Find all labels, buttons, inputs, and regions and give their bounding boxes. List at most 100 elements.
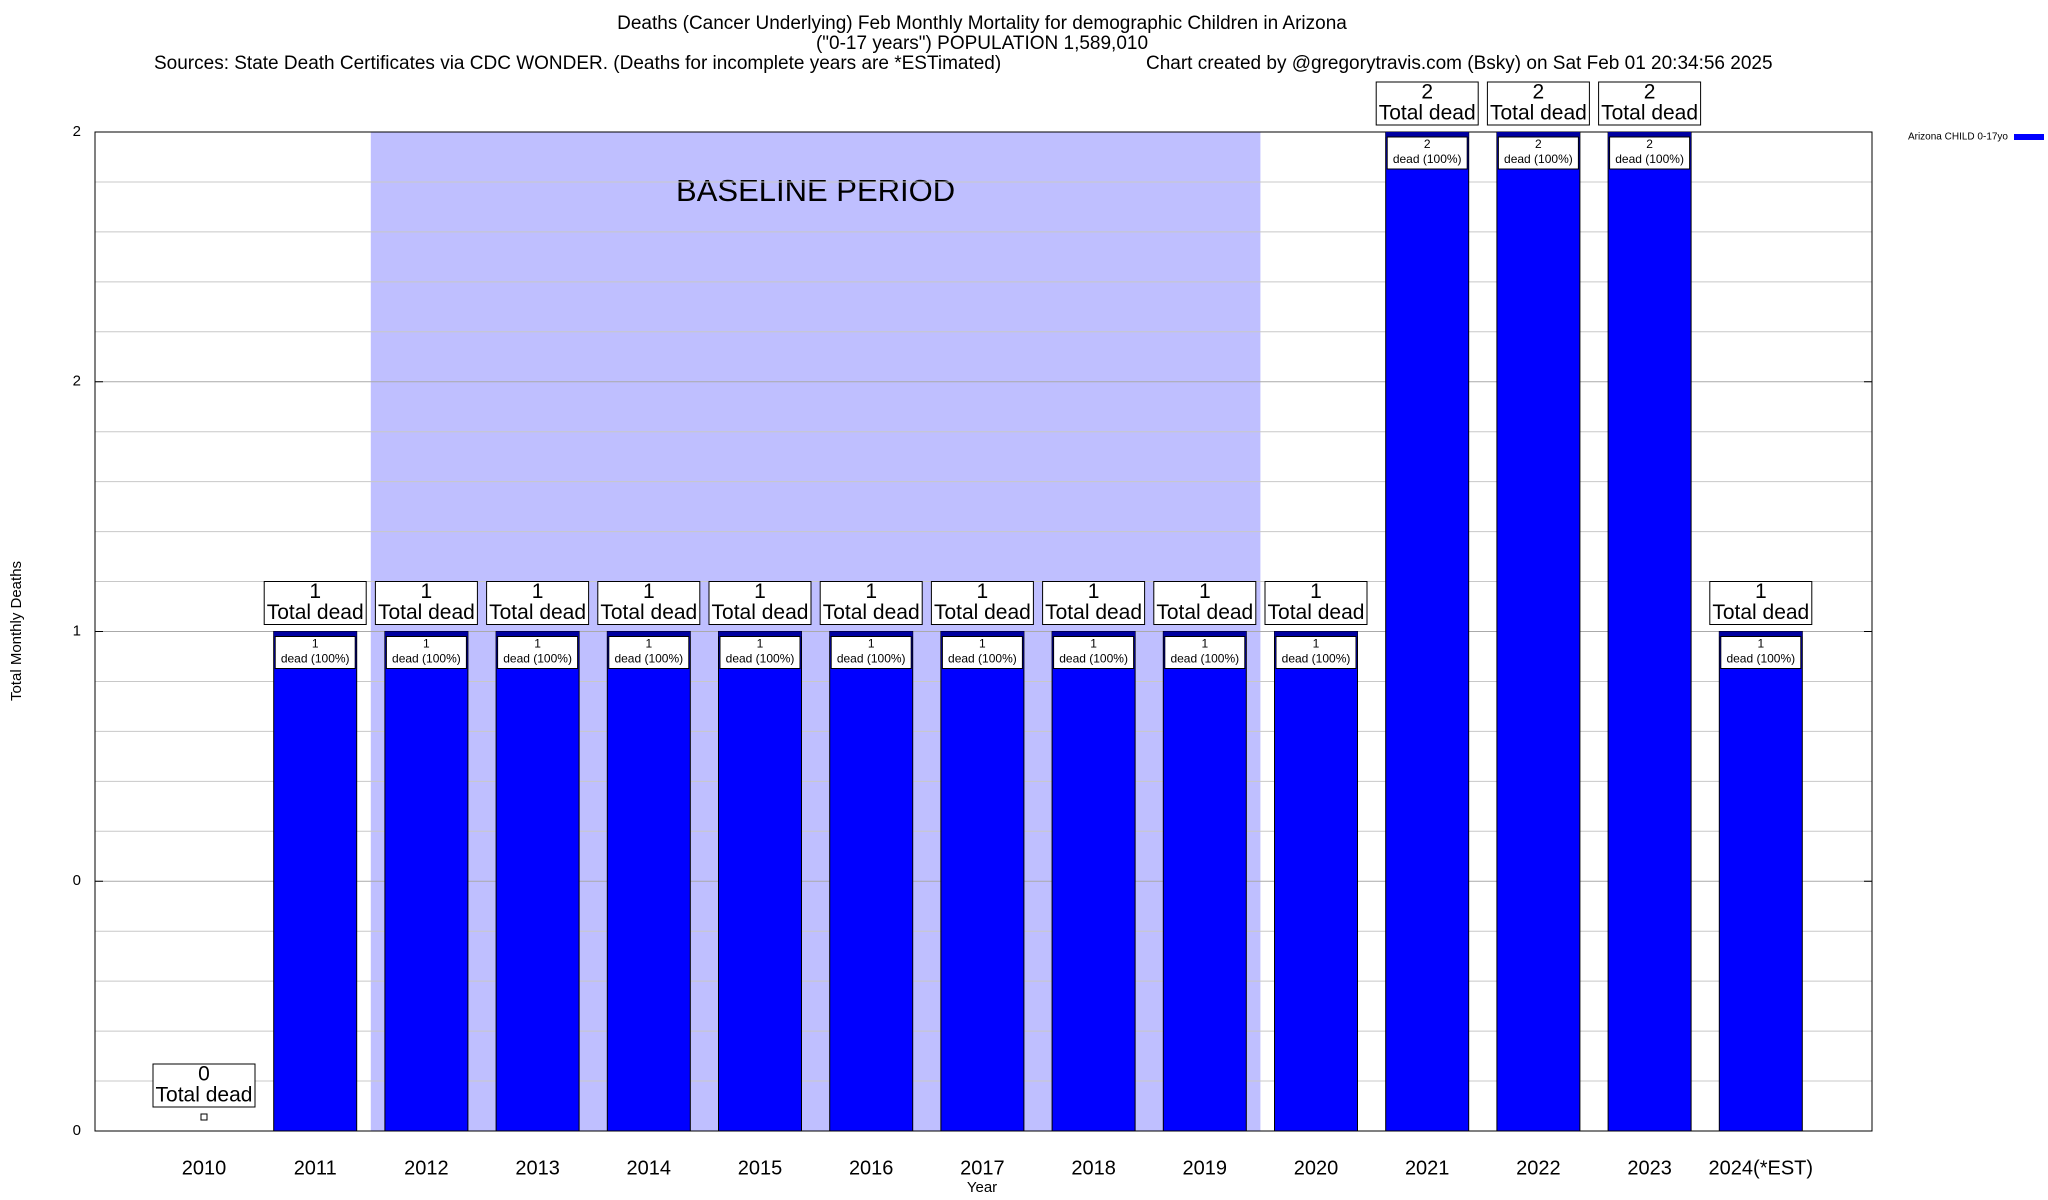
total-label-box (486, 581, 590, 625)
bar-cap (1496, 132, 1580, 137)
source: Sources: State Death Certificates via CD… (154, 53, 1001, 74)
bar (606, 631, 691, 1132)
inner-label-value: 2 (1646, 137, 1653, 151)
inner-label-text: dead (100%) (281, 652, 350, 666)
inner-label-box (1053, 636, 1135, 669)
inner-label-value: 1 (423, 637, 430, 651)
total-label-box (1264, 581, 1368, 625)
inner-label-box (1164, 636, 1246, 669)
y-tick-label: 0 (73, 1122, 81, 1139)
total-label-text: Total dead (1156, 601, 1253, 624)
inner-label-box (1720, 636, 1802, 669)
bar-cap (1052, 631, 1136, 637)
bar-cap (496, 631, 580, 637)
inner-label-box (719, 636, 801, 669)
inner-label-value: 1 (312, 637, 319, 651)
x-tick-label: 2017 (960, 1157, 1005, 1179)
total-label-box (819, 581, 923, 625)
total-label-text: Total dead (600, 601, 697, 624)
total-label-value: 1 (865, 580, 877, 603)
bar (200, 1113, 208, 1121)
legend-swatch (2014, 134, 2044, 140)
bar-cap (718, 631, 802, 637)
bar-cap (1163, 631, 1247, 637)
total-label-value: 2 (1533, 81, 1545, 104)
inner-label-value: 1 (645, 637, 652, 651)
total-label-text: Total dead (156, 1084, 253, 1107)
x-tick-label: 2022 (1516, 1157, 1561, 1179)
bar (1274, 631, 1358, 1132)
total-label-box (152, 1063, 256, 1108)
bar (1496, 131, 1581, 1132)
total-label-text: Total dead (1379, 102, 1476, 125)
total-label-text: Total dead (712, 601, 809, 624)
inner-label-text: dead (100%) (1726, 652, 1795, 666)
inner-label-text: dead (100%) (1393, 152, 1462, 166)
x-tick-label: 2016 (849, 1157, 894, 1179)
bar-cap (829, 631, 913, 637)
x-tick-label: 2023 (1627, 1157, 1672, 1179)
inner-label-box (1609, 136, 1691, 170)
total-label-text: Total dead (378, 601, 475, 624)
x-tick-label: 2019 (1183, 1157, 1228, 1179)
bar-cap (384, 631, 468, 637)
baseline-label: BASELINE PERIOD (676, 173, 955, 208)
inner-label-box (385, 636, 467, 669)
bar-cap (1719, 631, 1803, 637)
total-label-box (1709, 581, 1813, 625)
total-label-value: 1 (532, 580, 544, 603)
y-tick-label: 2 (73, 373, 81, 390)
inner-label-value: 1 (757, 637, 764, 651)
chart-title: Deaths (Cancer Underlying) Feb Monthly M… (617, 13, 1347, 34)
inner-label-box (830, 636, 912, 669)
bar (1607, 131, 1692, 1132)
inner-label-box (1386, 136, 1468, 170)
y-tick-label: 2 (73, 123, 81, 140)
bar (718, 631, 802, 1132)
total-label-box (1598, 81, 1702, 126)
inner-label-value: 1 (868, 637, 875, 651)
inner-label-text: dead (100%) (614, 652, 683, 666)
inner-label-value: 1 (1313, 637, 1320, 651)
inner-label-text: dead (100%) (726, 652, 795, 666)
bar (1162, 631, 1247, 1132)
x-tick-label: 2010 (182, 1157, 227, 1179)
total-label-box (1375, 81, 1479, 126)
total-label-value: 1 (421, 580, 433, 603)
x-axis-label: Year (967, 1179, 997, 1196)
total-label-box (597, 581, 701, 625)
bar (384, 631, 469, 1132)
inner-label-value: 2 (1424, 137, 1431, 151)
x-tick-label: 2024(*EST) (1709, 1157, 1814, 1179)
total-label-text: Total dead (823, 601, 920, 624)
inner-label-text: dead (100%) (1282, 652, 1351, 666)
total-label-text: Total dead (1490, 102, 1587, 125)
total-label-value: 2 (1644, 81, 1656, 104)
total-label-value: 2 (1421, 81, 1433, 104)
inner-label-text: dead (100%) (1615, 152, 1684, 166)
bar (829, 631, 914, 1132)
x-tick-label: 2020 (1294, 1157, 1339, 1179)
bar-cap (1385, 132, 1469, 137)
inner-label-text: dead (100%) (1059, 652, 1128, 666)
total-label-value: 1 (1088, 580, 1100, 603)
inner-label-text: dead (100%) (1504, 152, 1573, 166)
total-label-text: Total dead (489, 601, 586, 624)
x-tick-label: 2014 (627, 1157, 672, 1179)
inner-label-box (608, 636, 690, 669)
total-label-value: 1 (1310, 580, 1322, 603)
inner-label-value: 1 (1757, 637, 1764, 651)
inner-label-text: dead (100%) (1170, 652, 1239, 666)
inner-label-box (1275, 636, 1357, 669)
inner-label-value: 1 (979, 637, 986, 651)
inner-label-text: dead (100%) (503, 652, 572, 666)
x-tick-label: 2012 (404, 1157, 449, 1179)
chart-subtitle: ("0-17 years") POPULATION 1,589,010 (816, 33, 1148, 54)
total-label-text: Total dead (1601, 102, 1698, 125)
y-tick-label: 0 (73, 872, 81, 889)
total-label-value: 1 (643, 580, 655, 603)
x-tick-label: 2011 (294, 1157, 337, 1179)
inner-label-text: dead (100%) (948, 652, 1017, 666)
